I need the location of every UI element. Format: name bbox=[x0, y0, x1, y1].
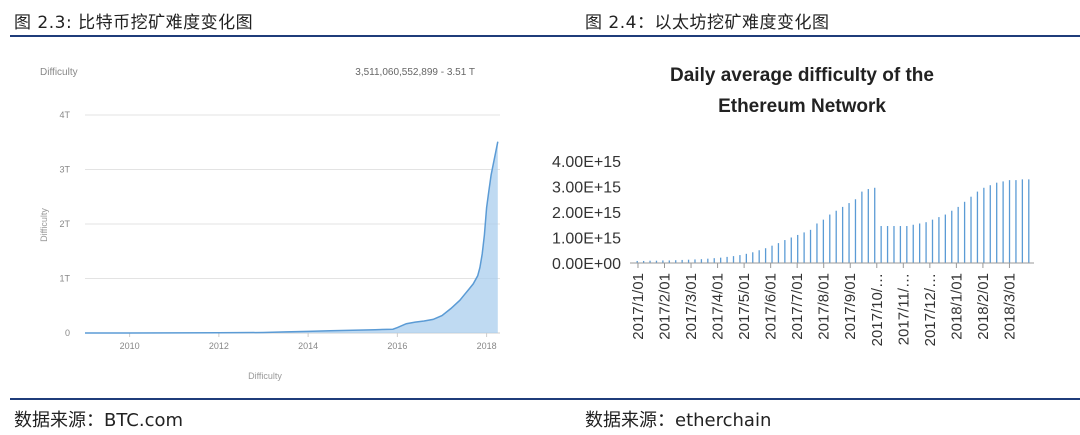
eth-x-tick-label: 2017/11/… bbox=[895, 273, 912, 345]
eth-x-tick-label: 2017/12/… bbox=[922, 273, 939, 346]
btc-y-tick-label: 2T bbox=[59, 219, 70, 229]
eth-x-tick-label: 2017/8/01 bbox=[816, 273, 833, 340]
btc-chart-title: Difficulty bbox=[40, 67, 78, 78]
eth-x-tick-label: 2017/6/01 bbox=[763, 273, 780, 340]
top-rule bbox=[10, 35, 1080, 37]
btc-x-tick-label: 2018 bbox=[477, 341, 497, 351]
eth-x-tick-label: 2017/1/01 bbox=[630, 273, 647, 340]
eth-x-tick-label: 2017/10/… bbox=[869, 273, 886, 346]
eth-x-tick-label: 2017/5/01 bbox=[736, 273, 753, 340]
btc-chart-readout: 3,511,060,552,899 - 3.51 T bbox=[355, 67, 475, 78]
eth-x-tick-label: 2017/7/01 bbox=[789, 273, 806, 340]
btc-y-tick-label: 3T bbox=[59, 165, 70, 175]
eth-chart-title-line1: Daily average difficulty of the bbox=[670, 65, 934, 86]
eth-x-tick-label: 2017/9/01 bbox=[842, 273, 859, 340]
eth-y-tick-label: 1.00E+15 bbox=[552, 231, 621, 248]
left-figure-caption: 图 2.3: 比特币挖矿难度变化图 bbox=[14, 13, 254, 33]
btc-x-axis-label: Difficulty bbox=[248, 371, 282, 381]
eth-x-tick-label: 2017/2/01 bbox=[657, 273, 674, 340]
eth-x-tick-label: 2018/1/01 bbox=[948, 273, 965, 340]
eth-y-tick-label: 2.00E+15 bbox=[552, 205, 621, 222]
eth-y-tick-label: 3.00E+15 bbox=[552, 180, 621, 197]
eth-chart-title-line2: Ethereum Network bbox=[718, 96, 886, 117]
btc-y-tick-label: 1T bbox=[59, 274, 70, 284]
eth-difficulty-chart: Daily average difficulty of the Ethereum… bbox=[552, 65, 1034, 346]
left-figure-source: 数据来源：BTC.com bbox=[14, 410, 184, 431]
btc-difficulty-line bbox=[85, 141, 499, 334]
right-figure-caption: 图 2.4：以太坊挖矿难度变化图 bbox=[585, 13, 830, 33]
btc-y-tick-label: 0 bbox=[65, 328, 70, 338]
right-figure-source: 数据来源：etherchain bbox=[585, 410, 772, 431]
eth-x-tick-label: 2018/3/01 bbox=[1001, 273, 1018, 340]
eth-x-tick-label: 2017/4/01 bbox=[710, 273, 727, 340]
eth-x-tick-label: 2018/2/01 bbox=[975, 273, 992, 340]
eth-y-tick-label: 0.00E+00 bbox=[552, 256, 621, 273]
btc-x-tick-label: 2016 bbox=[387, 341, 407, 351]
btc-difficulty-chart: Difficulty 3,511,060,552,899 - 3.51 T Di… bbox=[39, 67, 500, 381]
btc-x-tick-label: 2010 bbox=[120, 341, 140, 351]
eth-x-tick-label: 2017/3/01 bbox=[683, 273, 700, 340]
btc-x-tick-label: 2014 bbox=[298, 341, 318, 351]
bottom-rule bbox=[10, 398, 1080, 400]
eth-y-tick-label: 4.00E+15 bbox=[552, 154, 621, 171]
btc-x-tick-label: 2012 bbox=[209, 341, 229, 351]
btc-y-tick-label: 4T bbox=[59, 110, 70, 120]
btc-difficulty-area bbox=[85, 141, 498, 333]
btc-y-axis-label: Difficulty bbox=[39, 208, 49, 242]
